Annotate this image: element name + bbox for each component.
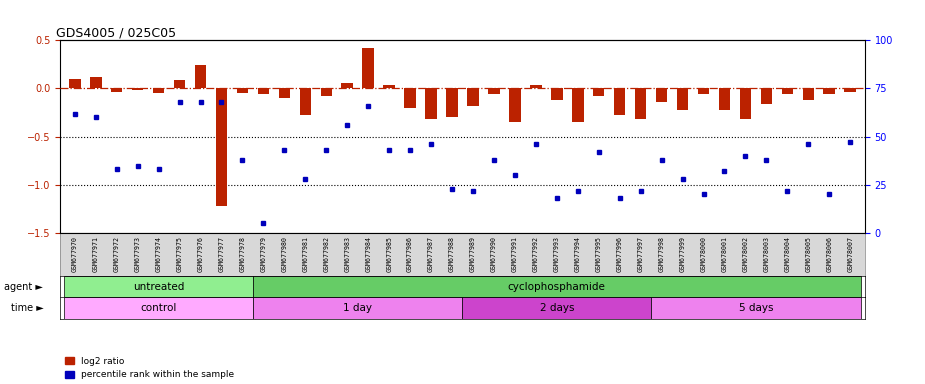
Bar <box>132 88 143 90</box>
Text: GSM677985: GSM677985 <box>386 237 392 273</box>
Text: GSM677971: GSM677971 <box>92 237 99 273</box>
Text: GSM677978: GSM677978 <box>240 237 245 273</box>
Text: GSM678000: GSM678000 <box>700 237 707 273</box>
Text: GSM677991: GSM677991 <box>512 237 518 273</box>
Bar <box>845 88 856 92</box>
Bar <box>509 88 521 122</box>
Text: GSM677972: GSM677972 <box>114 237 119 273</box>
Bar <box>216 88 228 206</box>
Bar <box>656 88 667 102</box>
Bar <box>253 298 462 319</box>
Bar <box>677 88 688 110</box>
Bar <box>111 88 122 92</box>
Bar <box>488 88 500 94</box>
Bar <box>572 88 584 122</box>
Text: GSM677990: GSM677990 <box>491 237 497 273</box>
Bar <box>153 88 165 93</box>
Text: GSM677982: GSM677982 <box>323 237 329 273</box>
Bar <box>760 88 772 104</box>
Bar <box>782 88 793 94</box>
Bar <box>462 298 651 319</box>
Bar <box>90 77 102 88</box>
Text: GSM677980: GSM677980 <box>281 237 288 273</box>
Bar <box>69 79 80 88</box>
Text: 5 days: 5 days <box>739 303 773 313</box>
Bar <box>697 88 709 94</box>
Bar <box>467 88 479 106</box>
Text: GSM678006: GSM678006 <box>826 237 832 273</box>
Bar <box>258 88 269 94</box>
Text: GSM678003: GSM678003 <box>763 237 770 273</box>
Text: GSM678002: GSM678002 <box>743 237 748 273</box>
Text: GSM677973: GSM677973 <box>135 237 141 273</box>
Text: GDS4005 / 025C05: GDS4005 / 025C05 <box>56 26 177 39</box>
Bar <box>300 88 311 116</box>
Text: GSM677970: GSM677970 <box>72 237 78 273</box>
Text: GSM677992: GSM677992 <box>533 237 539 273</box>
Bar <box>253 276 860 298</box>
Text: GSM677979: GSM677979 <box>261 237 266 273</box>
Legend: log2 ratio, percentile rank within the sample: log2 ratio, percentile rank within the s… <box>65 357 234 379</box>
Bar <box>446 88 458 118</box>
Bar <box>593 88 604 96</box>
Text: GSM677974: GSM677974 <box>155 237 162 273</box>
Text: GSM677993: GSM677993 <box>554 237 560 273</box>
Text: GSM677975: GSM677975 <box>177 237 182 273</box>
Bar <box>719 88 730 110</box>
Text: GSM677997: GSM677997 <box>637 237 644 273</box>
Text: GSM678007: GSM678007 <box>847 237 853 273</box>
Text: GSM677983: GSM677983 <box>344 237 351 273</box>
Bar <box>823 88 835 94</box>
Bar <box>383 84 395 88</box>
Text: GSM677977: GSM677977 <box>218 237 225 273</box>
Bar <box>174 80 185 88</box>
Text: GSM677994: GSM677994 <box>574 237 581 273</box>
Bar <box>740 88 751 119</box>
Text: GSM677987: GSM677987 <box>428 237 434 273</box>
Text: GSM677995: GSM677995 <box>596 237 602 273</box>
Bar <box>341 83 353 88</box>
Text: GSM677986: GSM677986 <box>407 237 413 273</box>
Text: 1 day: 1 day <box>343 303 372 313</box>
Text: GSM677999: GSM677999 <box>680 237 685 273</box>
Text: GSM677984: GSM677984 <box>365 237 371 273</box>
Text: GSM677996: GSM677996 <box>617 237 623 273</box>
Bar <box>651 298 860 319</box>
Bar <box>803 88 814 100</box>
Text: GSM678001: GSM678001 <box>722 237 727 273</box>
Bar <box>551 88 562 100</box>
Bar <box>237 88 248 93</box>
Bar <box>278 88 290 98</box>
Text: GSM677981: GSM677981 <box>302 237 308 273</box>
Bar <box>65 298 253 319</box>
Bar <box>635 88 647 119</box>
Text: cyclophosphamide: cyclophosphamide <box>508 282 606 292</box>
Bar <box>404 88 416 108</box>
Text: GSM678004: GSM678004 <box>784 237 790 273</box>
Text: control: control <box>141 303 177 313</box>
Text: GSM677989: GSM677989 <box>470 237 476 273</box>
Bar <box>530 84 542 88</box>
Text: time ►: time ► <box>10 303 43 313</box>
Bar <box>426 88 437 119</box>
Text: 2 days: 2 days <box>539 303 574 313</box>
Bar <box>363 48 374 88</box>
Text: GSM678005: GSM678005 <box>806 237 811 273</box>
Text: untreated: untreated <box>133 282 184 292</box>
Text: agent ►: agent ► <box>5 282 43 292</box>
Text: GSM677988: GSM677988 <box>449 237 455 273</box>
Bar <box>65 276 253 298</box>
Text: GSM677998: GSM677998 <box>659 237 664 273</box>
Bar <box>614 88 625 116</box>
Bar <box>195 65 206 88</box>
Bar <box>321 88 332 96</box>
Text: GSM677976: GSM677976 <box>198 237 204 273</box>
